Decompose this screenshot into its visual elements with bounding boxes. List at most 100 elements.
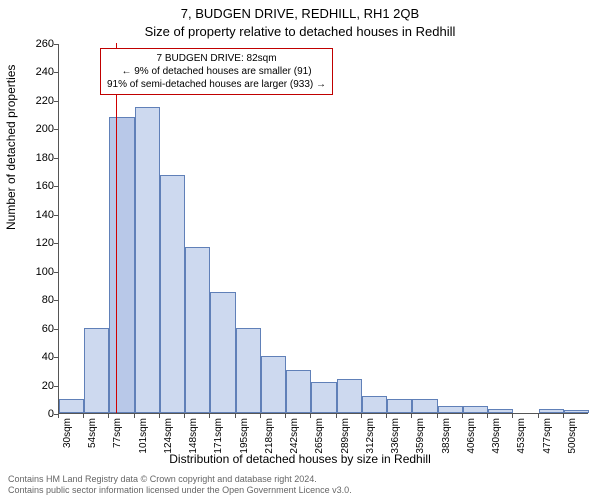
ytick-mark xyxy=(54,44,58,45)
histogram-bar xyxy=(564,410,589,413)
xtick-label: 453sqm xyxy=(516,418,527,462)
xtick-mark xyxy=(58,414,59,418)
xtick-mark xyxy=(260,414,261,418)
marker-line xyxy=(116,43,117,413)
annotation-line: 91% of semi-detached houses are larger (… xyxy=(107,78,326,91)
ytick-label: 200 xyxy=(24,123,54,135)
histogram-bar xyxy=(160,175,185,413)
histogram-bar xyxy=(185,247,210,414)
histogram-bar xyxy=(412,399,437,413)
ytick-label: 60 xyxy=(24,323,54,335)
xtick-label: 30sqm xyxy=(62,418,73,462)
ytick-label: 180 xyxy=(24,152,54,164)
annotation-line: ← 9% of detached houses are smaller (91) xyxy=(107,65,326,78)
histogram-bar xyxy=(210,292,235,413)
xtick-label: 383sqm xyxy=(441,418,452,462)
ytick-label: 0 xyxy=(24,408,54,420)
ytick-mark xyxy=(54,243,58,244)
xtick-label: 359sqm xyxy=(415,418,426,462)
histogram-bar xyxy=(362,396,387,413)
ytick-mark xyxy=(54,72,58,73)
ytick-mark xyxy=(54,357,58,358)
xtick-mark xyxy=(538,414,539,418)
xtick-label: 171sqm xyxy=(213,418,224,462)
xtick-mark xyxy=(235,414,236,418)
ytick-label: 160 xyxy=(24,180,54,192)
chart-subtitle: Size of property relative to detached ho… xyxy=(0,24,600,39)
xtick-mark xyxy=(310,414,311,418)
chart-title: 7, BUDGEN DRIVE, REDHILL, RH1 2QB xyxy=(0,6,600,21)
ytick-mark xyxy=(54,186,58,187)
ytick-label: 140 xyxy=(24,209,54,221)
histogram-bar xyxy=(109,117,134,413)
xtick-mark xyxy=(437,414,438,418)
xtick-label: 218sqm xyxy=(264,418,275,462)
ytick-label: 100 xyxy=(24,266,54,278)
histogram-bar xyxy=(59,399,84,413)
xtick-label: 336sqm xyxy=(390,418,401,462)
histogram-bar xyxy=(488,409,513,413)
histogram-bar xyxy=(387,399,412,413)
ytick-label: 260 xyxy=(24,38,54,50)
histogram-bar xyxy=(135,107,160,413)
histogram-plot xyxy=(58,44,588,414)
ytick-label: 240 xyxy=(24,66,54,78)
xtick-label: 312sqm xyxy=(365,418,376,462)
ytick-mark xyxy=(54,386,58,387)
annotation-line: 7 BUDGEN DRIVE: 82sqm xyxy=(107,52,326,65)
histogram-bar xyxy=(311,382,336,413)
ytick-mark xyxy=(54,272,58,273)
xtick-label: 500sqm xyxy=(567,418,578,462)
ytick-mark xyxy=(54,101,58,102)
xtick-mark xyxy=(361,414,362,418)
xtick-mark xyxy=(108,414,109,418)
xtick-label: 101sqm xyxy=(138,418,149,462)
xtick-mark xyxy=(563,414,564,418)
xtick-mark xyxy=(134,414,135,418)
xtick-mark xyxy=(184,414,185,418)
xtick-mark xyxy=(462,414,463,418)
histogram-bar xyxy=(261,356,286,413)
ytick-mark xyxy=(54,329,58,330)
histogram-bar xyxy=(438,406,463,413)
xtick-label: 77sqm xyxy=(112,418,123,462)
ytick-mark xyxy=(54,158,58,159)
xtick-label: 477sqm xyxy=(542,418,553,462)
xtick-mark xyxy=(83,414,84,418)
ytick-label: 220 xyxy=(24,95,54,107)
histogram-bar xyxy=(84,328,109,413)
ytick-mark xyxy=(54,300,58,301)
xtick-mark xyxy=(487,414,488,418)
xtick-mark xyxy=(285,414,286,418)
xtick-label: 195sqm xyxy=(239,418,250,462)
xtick-mark xyxy=(336,414,337,418)
xtick-label: 148sqm xyxy=(188,418,199,462)
xtick-label: 430sqm xyxy=(491,418,502,462)
xtick-mark xyxy=(209,414,210,418)
histogram-bar xyxy=(337,379,362,413)
xtick-label: 406sqm xyxy=(466,418,477,462)
histogram-bar xyxy=(463,406,488,413)
xtick-mark xyxy=(512,414,513,418)
ytick-mark xyxy=(54,215,58,216)
xtick-label: 242sqm xyxy=(289,418,300,462)
histogram-bar xyxy=(286,370,311,413)
histogram-bar xyxy=(236,328,261,413)
xtick-label: 265sqm xyxy=(314,418,325,462)
xtick-label: 289sqm xyxy=(340,418,351,462)
footer-attribution: Contains HM Land Registry data © Crown c… xyxy=(8,474,352,496)
footer-line2: Contains public sector information licen… xyxy=(8,485,352,496)
y-axis-label: Number of detached properties xyxy=(4,65,18,230)
ytick-label: 20 xyxy=(24,380,54,392)
ytick-mark xyxy=(54,129,58,130)
xtick-mark xyxy=(411,414,412,418)
xtick-mark xyxy=(159,414,160,418)
xtick-label: 54sqm xyxy=(87,418,98,462)
histogram-bar xyxy=(539,409,564,413)
ytick-label: 120 xyxy=(24,237,54,249)
ytick-label: 80 xyxy=(24,294,54,306)
ytick-label: 40 xyxy=(24,351,54,363)
footer-line1: Contains HM Land Registry data © Crown c… xyxy=(8,474,352,485)
annotation-box: 7 BUDGEN DRIVE: 82sqm← 9% of detached ho… xyxy=(100,48,333,95)
xtick-mark xyxy=(386,414,387,418)
